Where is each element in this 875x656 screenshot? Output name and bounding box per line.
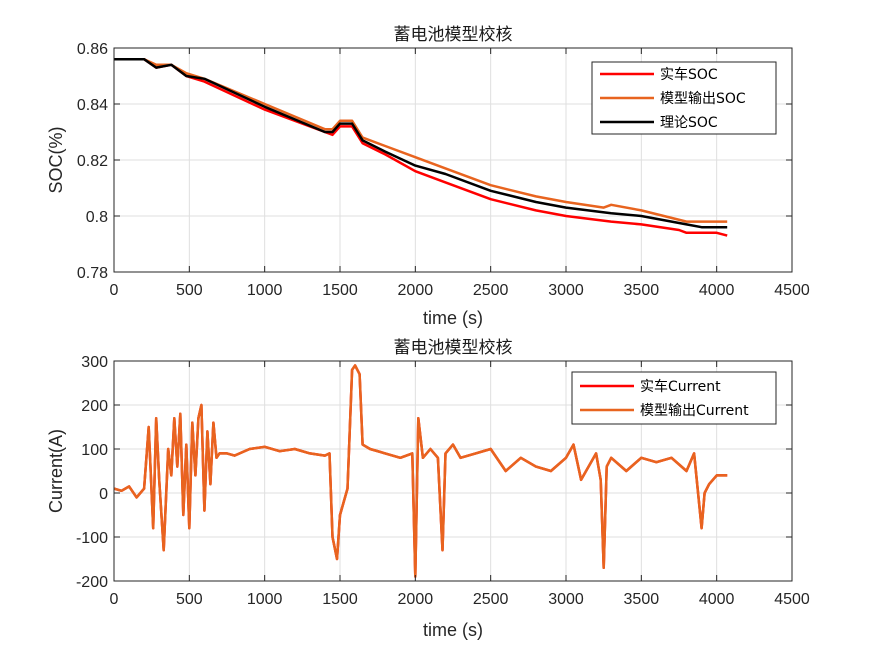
current-x-tick-label: 4000 bbox=[699, 591, 735, 608]
current-series-lines bbox=[113, 364, 728, 578]
current-y-tick-label: -200 bbox=[76, 574, 108, 591]
current-x-tick-label: 1000 bbox=[247, 591, 283, 608]
current-y-axis-label: Current(A) bbox=[46, 429, 66, 513]
current-legend: 实车Current 模型输出Current bbox=[571, 371, 777, 425]
current-x-tick-label: 3000 bbox=[548, 591, 584, 608]
current-legend-label-1: 模型输出Current bbox=[640, 403, 749, 419]
current-legend-label-0: 实车Current bbox=[640, 378, 721, 395]
current-x-tick-label: 0 bbox=[110, 591, 119, 608]
soc-x-axis-label: time (s) bbox=[423, 308, 483, 328]
current-x-tick-label: 2500 bbox=[473, 591, 509, 608]
soc-y-tick-label: 0.8 bbox=[86, 209, 108, 226]
soc-x-tick-label: 0 bbox=[110, 282, 119, 299]
soc-x-tick-label: 500 bbox=[176, 282, 203, 299]
soc-series-line-1 bbox=[114, 57, 728, 223]
soc-x-tick-label: 4000 bbox=[699, 282, 735, 299]
soc-y-axis-label: SOC(%) bbox=[46, 127, 66, 194]
current-y-tick-label: 200 bbox=[81, 398, 108, 415]
soc-y-tick-label: 0.82 bbox=[77, 153, 108, 170]
current-ticks: 0 500 1000 1500 2000 2500 3000 3500 4000 4500-200… bbox=[76, 354, 810, 608]
soc-x-tick-label: 2000 bbox=[398, 282, 434, 299]
current-x-tick-label: 500 bbox=[176, 591, 203, 608]
current-y-tick-label: 300 bbox=[81, 354, 108, 371]
soc-x-tick-label: 3500 bbox=[624, 282, 660, 299]
current-y-tick-label: 100 bbox=[81, 442, 108, 459]
soc-ticks: 0 500 1000 1500 2000 2500 3000 3500 4000 4500 0.78… bbox=[77, 41, 810, 299]
soc-series-line-2 bbox=[114, 57, 728, 229]
soc-legend: 实车SOC 模型输出SOC 理论SOC bbox=[591, 61, 777, 135]
soc-legend-label-2: 理论SOC bbox=[660, 115, 718, 131]
soc-series-lines bbox=[114, 57, 728, 237]
soc-x-tick-label: 4500 bbox=[774, 282, 810, 299]
current-x-tick-label: 2000 bbox=[398, 591, 434, 608]
soc-y-tick-label: 0.78 bbox=[77, 265, 108, 282]
soc-x-tick-label: 1500 bbox=[322, 282, 358, 299]
soc-y-tick-label: 0.86 bbox=[77, 41, 108, 58]
soc-x-tick-label: 2500 bbox=[473, 282, 509, 299]
soc-chart: 0 500 1000 1500 2000 2500 3000 3500 4000 4500 0.78… bbox=[46, 25, 810, 328]
current-legend-box bbox=[571, 371, 777, 425]
current-series-line-1 bbox=[113, 364, 728, 578]
current-chart: 0 500 1000 1500 2000 2500 3000 3500 4000 4500-200… bbox=[46, 338, 810, 640]
current-y-tick-label: -100 bbox=[76, 530, 108, 547]
current-x-axis-label: time (s) bbox=[423, 620, 483, 640]
current-x-tick-label: 3500 bbox=[624, 591, 660, 608]
soc-legend-label-1: 模型输出SOC bbox=[660, 91, 746, 107]
current-x-tick-label: 1500 bbox=[322, 591, 358, 608]
soc-x-tick-label: 3000 bbox=[548, 282, 584, 299]
current-plot-frame bbox=[113, 360, 793, 582]
current-x-tick-label: 4500 bbox=[774, 591, 810, 608]
soc-chart-title: 蓄电池模型校核 bbox=[394, 25, 513, 45]
soc-x-tick-label: 1000 bbox=[247, 282, 283, 299]
current-chart-title: 蓄电池模型校核 bbox=[394, 338, 513, 358]
current-y-tick-label: 0 bbox=[99, 486, 108, 503]
soc-legend-label-0: 实车SOC bbox=[660, 66, 718, 83]
soc-y-tick-label: 0.84 bbox=[77, 97, 108, 114]
